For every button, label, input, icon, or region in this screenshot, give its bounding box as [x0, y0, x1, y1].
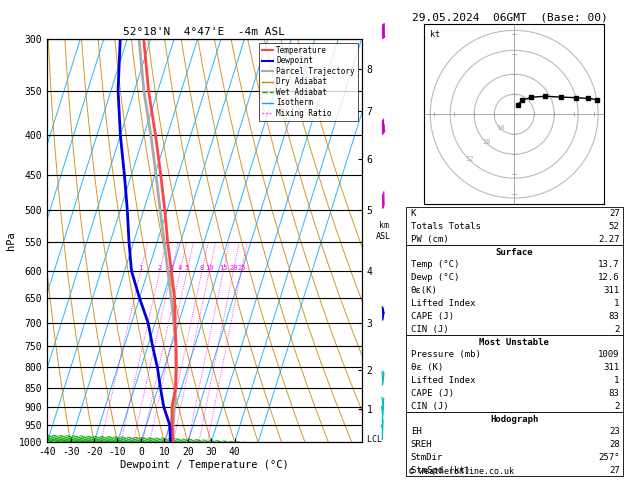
Text: 29.05.2024  06GMT  (Base: 00): 29.05.2024 06GMT (Base: 00): [412, 12, 608, 22]
Text: 23: 23: [609, 428, 620, 436]
Text: 2: 2: [158, 265, 162, 271]
Text: CAPE (J): CAPE (J): [411, 312, 454, 321]
Text: LCL: LCL: [362, 435, 382, 444]
Text: Lifted Index: Lifted Index: [411, 376, 476, 385]
Text: 52: 52: [609, 222, 620, 231]
Text: 10: 10: [496, 125, 504, 131]
Text: CIN (J): CIN (J): [411, 402, 448, 411]
Text: 2: 2: [614, 402, 620, 411]
Text: 20: 20: [229, 265, 238, 271]
X-axis label: Dewpoint / Temperature (°C): Dewpoint / Temperature (°C): [120, 460, 289, 470]
Text: CIN (J): CIN (J): [411, 325, 448, 334]
Text: 311: 311: [603, 363, 620, 372]
Text: 2.27: 2.27: [598, 235, 620, 244]
Text: Pressure (mb): Pressure (mb): [411, 350, 481, 360]
Text: PW (cm): PW (cm): [411, 235, 448, 244]
Text: Temp (°C): Temp (°C): [411, 260, 459, 270]
Text: 83: 83: [609, 389, 620, 398]
Text: 13.7: 13.7: [598, 260, 620, 270]
Text: 83: 83: [609, 312, 620, 321]
Text: 12.6: 12.6: [598, 273, 620, 282]
Text: EH: EH: [411, 428, 421, 436]
Text: K: K: [411, 209, 416, 218]
Text: SREH: SREH: [411, 440, 432, 450]
Text: 8: 8: [200, 265, 204, 271]
Y-axis label: km
ASL: km ASL: [376, 221, 391, 241]
Text: StmDir: StmDir: [411, 453, 443, 462]
Text: Hodograph: Hodograph: [490, 415, 538, 424]
Text: kt: kt: [430, 30, 440, 39]
Text: 311: 311: [603, 286, 620, 295]
Text: 1: 1: [138, 265, 143, 271]
Text: 5: 5: [185, 265, 189, 271]
Text: 2: 2: [614, 325, 620, 334]
Text: 32: 32: [465, 156, 474, 162]
Text: 4: 4: [178, 265, 182, 271]
Text: 20: 20: [482, 139, 491, 145]
Text: 10: 10: [205, 265, 214, 271]
Text: Dewp (°C): Dewp (°C): [411, 273, 459, 282]
Y-axis label: hPa: hPa: [6, 231, 16, 250]
Text: Lifted Index: Lifted Index: [411, 299, 476, 308]
Text: 1009: 1009: [598, 350, 620, 360]
Text: θε (K): θε (K): [411, 363, 443, 372]
Text: 25: 25: [237, 265, 246, 271]
Text: Most Unstable: Most Unstable: [479, 338, 549, 347]
Text: 27: 27: [609, 466, 620, 475]
Text: Totals Totals: Totals Totals: [411, 222, 481, 231]
Text: StmSpd (kt): StmSpd (kt): [411, 466, 470, 475]
Text: 28: 28: [609, 440, 620, 450]
Title: 52°18'N  4°47'E  -4m ASL: 52°18'N 4°47'E -4m ASL: [123, 27, 286, 37]
Text: 257°: 257°: [598, 453, 620, 462]
Text: θε(K): θε(K): [411, 286, 438, 295]
Text: Surface: Surface: [496, 248, 533, 257]
Text: 15: 15: [219, 265, 228, 271]
Text: 27: 27: [609, 209, 620, 218]
Text: 3: 3: [169, 265, 174, 271]
Text: © weatheronline.co.uk: © weatheronline.co.uk: [409, 467, 514, 476]
Text: 1: 1: [614, 376, 620, 385]
Text: CAPE (J): CAPE (J): [411, 389, 454, 398]
Text: 1: 1: [614, 299, 620, 308]
Legend: Temperature, Dewpoint, Parcel Trajectory, Dry Adiabat, Wet Adiabat, Isotherm, Mi: Temperature, Dewpoint, Parcel Trajectory…: [259, 43, 358, 121]
